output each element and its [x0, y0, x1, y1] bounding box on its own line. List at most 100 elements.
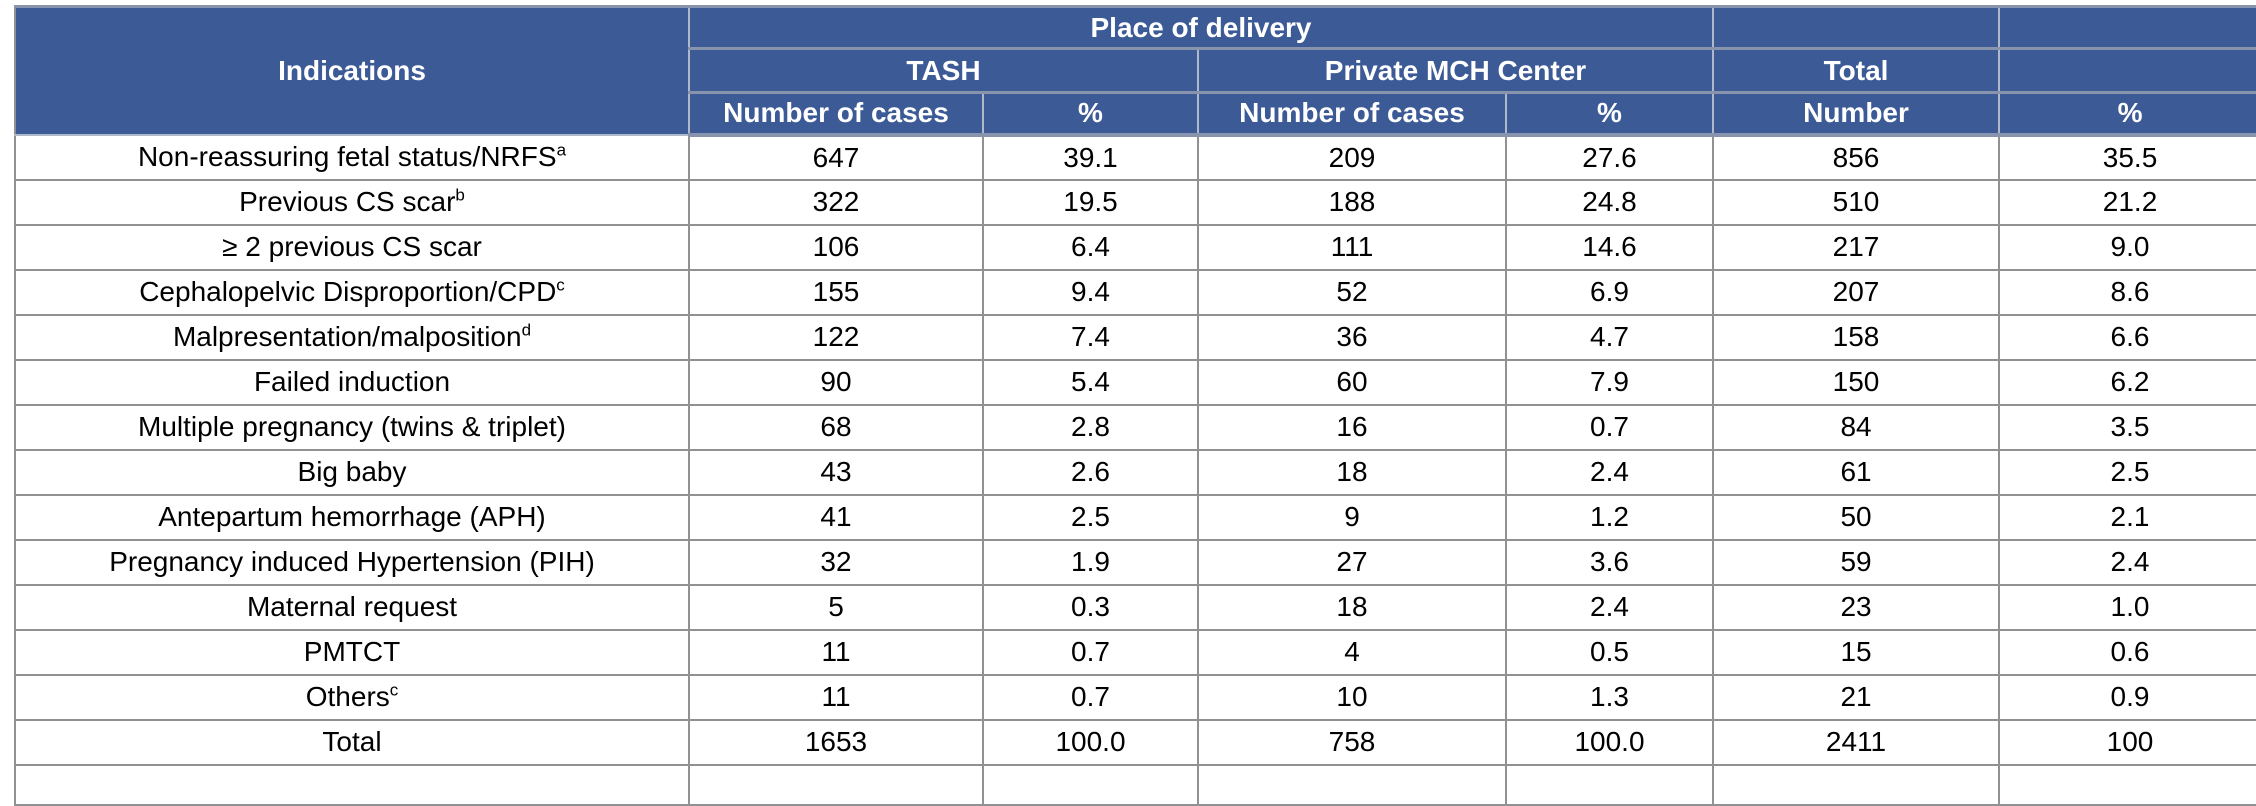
tash-percent-cell: 39.1: [982, 133, 1199, 181]
table-row: Non-reassuring fetal status/NRFSa 647 39…: [14, 133, 2256, 181]
trailing-empty-row: [14, 763, 2256, 806]
header-tash-percent: %: [982, 91, 1199, 137]
private-percent-cell: 2.4: [1504, 583, 1715, 631]
private-number-of-cases-cell: 10: [1197, 673, 1507, 721]
private-number-of-cases-cell: 18: [1197, 583, 1507, 631]
total-number-cell: 15: [1712, 628, 2001, 676]
tash-percent-cell: 6.4: [982, 223, 1199, 271]
indication-cell: Malpresentation/malpositiond: [14, 313, 690, 361]
header-blank-pct-mid: [1998, 47, 2256, 94]
total-percent-cell: 3.5: [1998, 403, 2256, 451]
tash-number-of-cases-cell: 1653: [688, 718, 984, 766]
tash-number-of-cases-cell: 43: [688, 448, 984, 496]
indication-footnote-superscript: c: [556, 275, 565, 295]
total-number-cell: 23: [1712, 583, 2001, 631]
private-number-of-cases-cell: 4: [1197, 628, 1507, 676]
private-number-of-cases-cell: 9: [1197, 493, 1507, 541]
delivery-indications-table-container: Indications Place of delivery TASH Priva…: [14, 5, 2256, 806]
total-percent-cell: 0.6: [1998, 628, 2256, 676]
total-percent-cell: 100: [1998, 718, 2256, 766]
total-percent-cell: 2.1: [1998, 493, 2256, 541]
private-number-of-cases-cell: 16: [1197, 403, 1507, 451]
indication-label: ≥ 2 previous CS scar: [222, 231, 482, 262]
indication-cell: Antepartum hemorrhage (APH): [14, 493, 690, 541]
total-percent-cell: 35.5: [1998, 133, 2256, 181]
indication-cell: Maternal request: [14, 583, 690, 631]
tash-percent-cell: 9.4: [982, 268, 1199, 316]
total-number-cell: 207: [1712, 268, 2001, 316]
indication-label: Others: [305, 681, 390, 712]
table-body: Non-reassuring fetal status/NRFSa 647 39…: [14, 133, 2256, 806]
private-percent-cell: 3.6: [1504, 538, 1715, 586]
indication-label: Pregnancy induced Hypertension (PIH): [109, 546, 595, 577]
empty-cell: [982, 763, 1199, 806]
delivery-indications-table: Indications Place of delivery TASH Priva…: [14, 5, 2256, 806]
private-number-of-cases-cell: 27: [1197, 538, 1507, 586]
tash-number-of-cases-cell: 11: [688, 673, 984, 721]
table-row: Failed induction 90 5.4 60 7.9 150 6.2: [14, 358, 2256, 406]
indication-cell: Multiple pregnancy (twins & triplet): [14, 403, 690, 451]
tash-percent-cell: 19.5: [982, 178, 1199, 226]
indication-label: Previous CS scar: [239, 186, 456, 217]
header-tash-number-of-cases: Number of cases: [688, 91, 984, 137]
private-percent-cell: 1.3: [1504, 673, 1715, 721]
total-number-cell: 21: [1712, 673, 2001, 721]
total-percent-cell: 8.6: [1998, 268, 2256, 316]
indication-cell: PMTCT: [14, 628, 690, 676]
header-blank-total-top: [1712, 5, 2001, 50]
total-percent-cell: 6.2: [1998, 358, 2256, 406]
private-percent-cell: 24.8: [1504, 178, 1715, 226]
tash-number-of-cases-cell: 647: [688, 133, 984, 181]
table-row: Malpresentation/malpositiond 122 7.4 36 …: [14, 313, 2256, 361]
empty-cell: [688, 763, 984, 806]
empty-cell: [1504, 763, 1715, 806]
table-row: Big baby 43 2.6 18 2.4 61 2.5: [14, 448, 2256, 496]
private-percent-cell: 2.4: [1504, 448, 1715, 496]
empty-cell: [14, 763, 690, 806]
header-private-percent: %: [1504, 91, 1715, 137]
indication-cell: Non-reassuring fetal status/NRFSa: [14, 133, 690, 181]
indication-label: Cephalopelvic Disproportion/CPD: [139, 276, 557, 307]
indication-label: Failed induction: [253, 366, 451, 397]
indication-label: Total: [322, 726, 382, 757]
private-number-of-cases-cell: 60: [1197, 358, 1507, 406]
total-number-cell: 856: [1712, 133, 2001, 181]
total-number-cell: 2411: [1712, 718, 2001, 766]
tash-number-of-cases-cell: 41: [688, 493, 984, 541]
tash-number-of-cases-cell: 90: [688, 358, 984, 406]
tash-percent-cell: 2.8: [982, 403, 1199, 451]
tash-percent-cell: 2.6: [982, 448, 1199, 496]
private-number-of-cases-cell: 758: [1197, 718, 1507, 766]
private-percent-cell: 7.9: [1504, 358, 1715, 406]
table-row: Cephalopelvic Disproportion/CPDc 155 9.4…: [14, 268, 2256, 316]
total-number-cell: 510: [1712, 178, 2001, 226]
total-percent-cell: 0.9: [1998, 673, 2256, 721]
table-row: ≥ 2 previous CS scar 106 6.4 111 14.6 21…: [14, 223, 2256, 271]
total-percent-cell: 2.5: [1998, 448, 2256, 496]
header-private-number-of-cases: Number of cases: [1197, 91, 1507, 137]
private-percent-cell: 6.9: [1504, 268, 1715, 316]
indication-cell: ≥ 2 previous CS scar: [14, 223, 690, 271]
tash-number-of-cases-cell: 68: [688, 403, 984, 451]
private-percent-cell: 0.7: [1504, 403, 1715, 451]
indication-label: Big baby: [297, 456, 407, 487]
private-percent-cell: 100.0: [1504, 718, 1715, 766]
indication-cell: Failed induction: [14, 358, 690, 406]
table-row: Antepartum hemorrhage (APH) 41 2.5 9 1.2…: [14, 493, 2256, 541]
empty-cell: [1197, 763, 1507, 806]
header-place-of-delivery: Place of delivery: [687, 5, 1715, 50]
tash-number-of-cases-cell: 322: [688, 178, 984, 226]
empty-cell: [1712, 763, 2001, 806]
indication-label: Non-reassuring fetal status/NRFS: [137, 141, 557, 172]
indication-label: Antepartum hemorrhage (APH): [158, 501, 546, 532]
private-percent-cell: 0.5: [1504, 628, 1715, 676]
indication-label: Multiple pregnancy (twins & triplet): [138, 411, 566, 442]
indication-cell: Big baby: [14, 448, 690, 496]
tash-number-of-cases-cell: 32: [688, 538, 984, 586]
private-number-of-cases-cell: 111: [1197, 223, 1507, 271]
tash-number-of-cases-cell: 11: [688, 628, 984, 676]
private-number-of-cases-cell: 209: [1197, 133, 1507, 181]
total-number-cell: 150: [1712, 358, 2001, 406]
header-total-percent: %: [1998, 91, 2256, 137]
tash-number-of-cases-cell: 5: [688, 583, 984, 631]
